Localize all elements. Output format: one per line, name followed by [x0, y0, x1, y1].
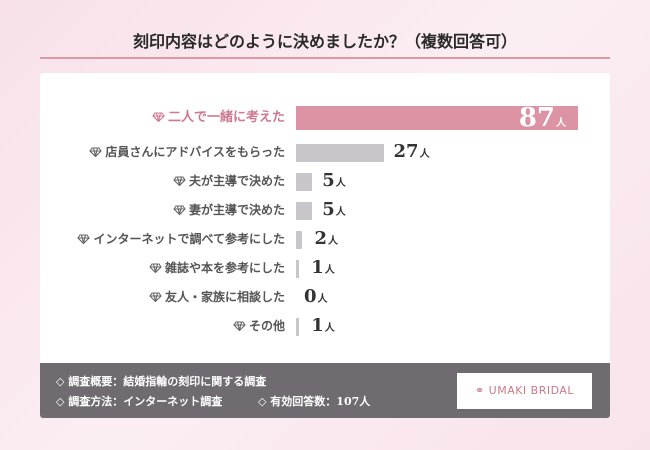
category-label: 妻が主導で決めた [173, 198, 285, 222]
category-label: インターネットで調べて参考にした [77, 227, 285, 251]
category-text: その他 [248, 319, 285, 333]
bar-row: 雑誌や本を参考にした 1人 [40, 256, 610, 280]
category-text: 店員さんにアドバイスをもらった [105, 145, 285, 159]
bar [296, 318, 300, 336]
category-text: 夫が主導で決めた [188, 174, 285, 188]
bar-row: その他 1人 [40, 314, 610, 338]
bar [296, 231, 303, 249]
value-label: 5人 [322, 198, 346, 222]
category-text: 友人・家族に相談した [164, 290, 285, 304]
value-label: 27人 [394, 140, 430, 164]
value-label: 1人 [311, 256, 335, 280]
value-number: 5 [322, 199, 335, 220]
category-text: 雑誌や本を参考にした [164, 261, 285, 275]
diamond-icon [77, 234, 91, 244]
bar-row: 妻が主導で決めた 5人 [40, 198, 610, 222]
bar [296, 144, 384, 162]
category-label: 友人・家族に相談した [149, 285, 285, 309]
bar-row: インターネットで調べて参考にした 2人 [40, 227, 610, 251]
chart-panel: 二人で一緒に考えた 87人 店員さんにアドバイスをもらった 27人 夫が主導で決めた 5人… [40, 73, 610, 418]
value-number: 1 [311, 257, 324, 278]
unit-label: 人 [335, 207, 346, 218]
bar [296, 202, 313, 220]
bar [296, 173, 313, 191]
value-label: 5人 [322, 169, 346, 193]
unit-label: 人 [556, 118, 566, 129]
unit-label: 人 [419, 149, 430, 160]
ring-icon: ⚭ [474, 384, 485, 397]
unit-label: 人 [324, 265, 335, 276]
category-text: 妻が主導で決めた [188, 203, 285, 217]
unit-label: 人 [335, 178, 346, 189]
unit-label: 人 [328, 236, 338, 247]
value-number: 27 [393, 141, 419, 162]
bar-row: 店員さんにアドバイスをもらった 27人 [40, 140, 610, 164]
diamond-icon [173, 205, 186, 215]
bar [296, 260, 300, 278]
value-label: 2人 [314, 227, 338, 251]
logo-text: UMAKI BRIDAL [488, 384, 575, 397]
diamond-icon [149, 263, 162, 273]
value-number: 87 [518, 103, 555, 133]
survey-method: ◇ 調査方法：インターネット調査 [56, 395, 223, 408]
diamond-icon [152, 112, 165, 122]
value-number: 1 [311, 315, 324, 336]
bar-row: 夫が主導で決めた 5人 [40, 169, 610, 193]
category-text: インターネットで調べて参考にした [93, 232, 285, 246]
category-label: 雑誌や本を参考にした [149, 256, 285, 280]
bar-row: 友人・家族に相談した 0人 [40, 285, 610, 309]
unit-label: 人 [317, 294, 328, 305]
diamond-icon [149, 292, 162, 302]
title-divider [40, 57, 610, 59]
diamond-icon [233, 321, 246, 331]
value-number: 5 [322, 170, 335, 191]
value-label: 87人 [518, 103, 566, 133]
survey-responses: ◇ 有効回答数：107人 [258, 395, 371, 408]
value-number: 2 [314, 228, 327, 249]
category-label: 店員さんにアドバイスをもらった [89, 140, 285, 164]
value-number: 0 [304, 286, 317, 307]
value-label: 1人 [311, 314, 335, 338]
category-label: 夫が主導で決めた [173, 169, 285, 193]
category-text: 二人で一緒に考えた [167, 110, 285, 125]
brand-logo: ⚭ UMAKI BRIDAL [457, 373, 592, 409]
chart-title: 刻印内容はどのように決めましたか？（複数回答可） [132, 32, 517, 51]
survey-footer: ◇ 調査概要：結婚指輪の刻印に関する調査 ◇ 調査方法：インターネット調査 ◇ … [40, 363, 610, 418]
survey-summary: ◇ 調査概要：結婚指輪の刻印に関する調査 [56, 375, 267, 388]
category-label: 二人で一緒に考えた [152, 106, 285, 130]
bar-row: 二人で一緒に考えた 87人 [40, 103, 610, 133]
category-label: その他 [233, 314, 285, 338]
diamond-icon [173, 176, 186, 186]
unit-label: 人 [324, 323, 335, 334]
bar [296, 106, 578, 130]
value-label: 0人 [304, 285, 328, 309]
diamond-icon [89, 147, 103, 157]
